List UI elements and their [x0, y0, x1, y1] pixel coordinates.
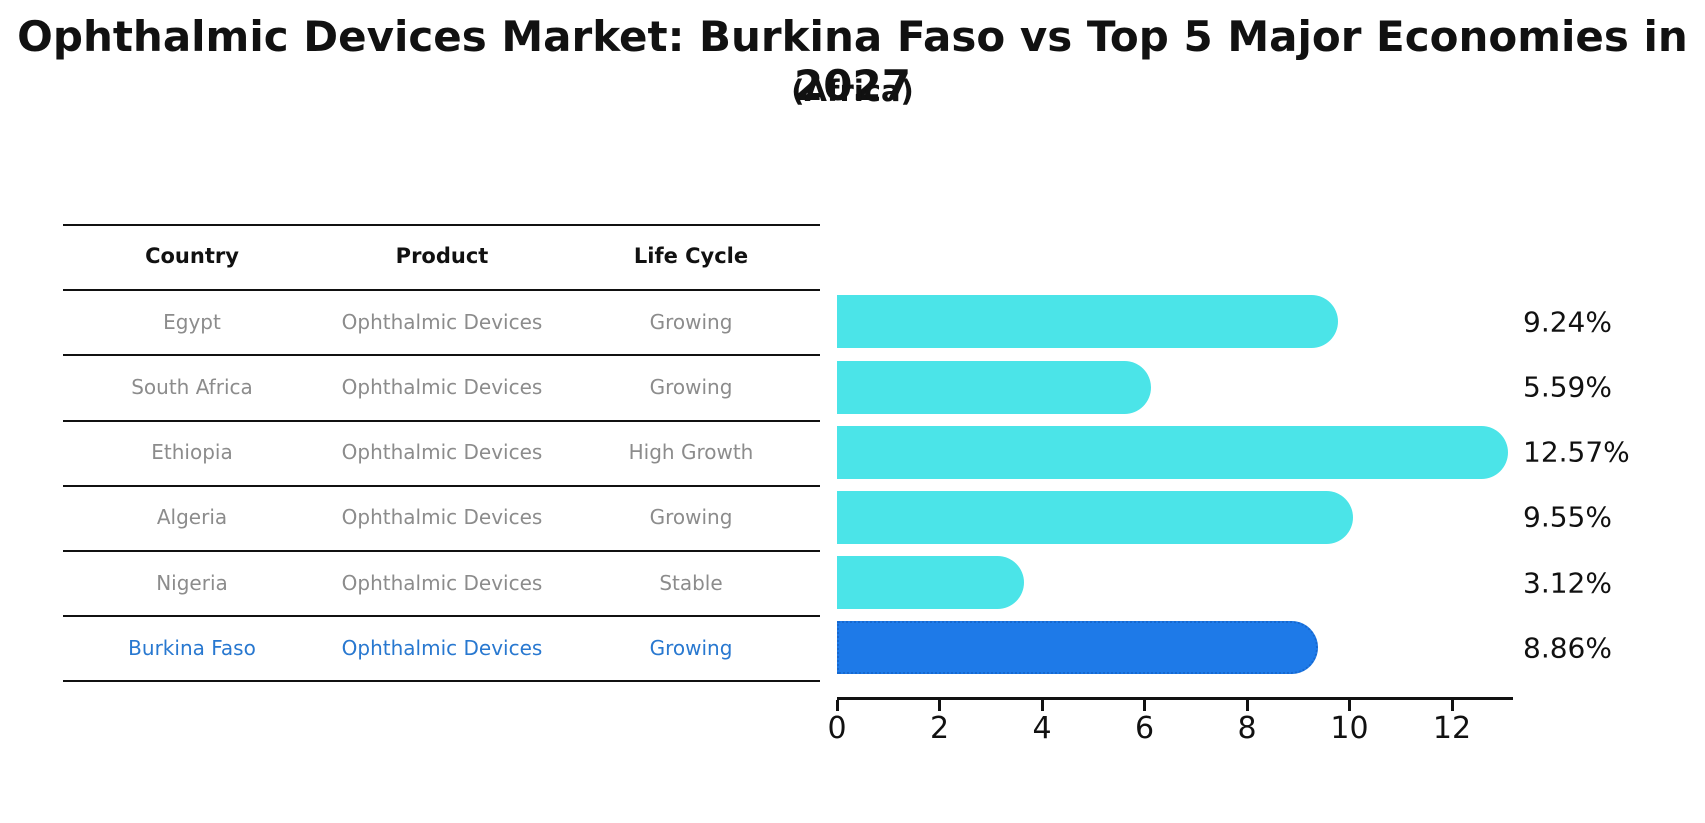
x-axis-tick-label: 4: [1032, 711, 1052, 746]
value-label: 3.12%: [1523, 566, 1612, 600]
x-axis-tick-label: 6: [1134, 711, 1155, 746]
table-rule: [63, 484, 820, 487]
table-rule: [63, 550, 820, 552]
bar-ethiopia: [837, 425, 1509, 479]
cell-product: Ophthalmic Devices: [341, 570, 543, 595]
x-axis-tick: [1245, 700, 1249, 711]
column-header-life-cycle: Life Cycle: [633, 244, 749, 268]
table-rule: [63, 354, 820, 357]
cell-product: Ophthalmic Devices: [341, 375, 543, 399]
cell-life-cycle: Stable: [659, 570, 723, 595]
chart-title: Ophthalmic Devices Market: Burkina Faso …: [17, 12, 1688, 110]
cell-country: South Africa: [131, 375, 253, 399]
x-axis-tick: [938, 700, 941, 711]
value-label: 9.24%: [1523, 305, 1612, 339]
table-rule: [63, 289, 820, 292]
cell-product: Ophthalmic Devices: [341, 309, 543, 334]
chart-subtitle: (Africa): [791, 74, 914, 108]
cell-country: Egypt: [163, 309, 221, 334]
cell-product: Ophthalmic Devices: [341, 505, 543, 530]
x-axis-tick-label: 8: [1237, 711, 1257, 746]
bar-south-africa: [837, 360, 1151, 414]
table-rule: [63, 680, 820, 683]
x-axis-tick-label: 10: [1330, 711, 1369, 746]
x-axis-spine: [837, 697, 1513, 700]
column-header-country: Country: [145, 244, 239, 268]
x-axis-tick-label: 12: [1432, 711, 1472, 746]
bar-highlight-burkina-faso: [837, 621, 1319, 675]
cell-life-cycle: Growing: [649, 635, 733, 660]
cell-country: Burkina Faso: [128, 635, 256, 660]
value-label: 8.86%: [1523, 631, 1612, 665]
bar-algeria: [837, 490, 1354, 544]
bar-egypt: [837, 295, 1338, 349]
bar-nigeria: [837, 556, 1024, 610]
table-rule: [63, 224, 820, 226]
x-axis-tick: [1450, 700, 1454, 711]
cell-product: Ophthalmic Devices: [341, 440, 543, 465]
table-rule: [63, 615, 820, 618]
value-label: 5.59%: [1523, 370, 1612, 404]
cell-country: Ethiopia: [151, 440, 233, 465]
value-label: 12.57%: [1523, 435, 1630, 469]
x-axis-tick: [1348, 700, 1351, 711]
cell-life-cycle: High Growth: [628, 440, 754, 465]
cell-life-cycle: Growing: [649, 505, 733, 530]
table-rule: [63, 419, 820, 422]
x-axis-tick: [1040, 700, 1044, 711]
value-label: 9.55%: [1523, 500, 1612, 534]
x-axis-tick-label: 0: [827, 711, 847, 746]
cell-product: Ophthalmic Devices: [341, 635, 543, 660]
x-axis-tick: [1143, 700, 1146, 711]
x-axis-tick: [835, 700, 839, 711]
cell-country: Algeria: [156, 505, 228, 530]
cell-country: Nigeria: [156, 570, 228, 595]
cell-life-cycle: Growing: [649, 309, 733, 334]
cell-life-cycle: Growing: [649, 375, 733, 399]
column-header-product: Product: [395, 244, 489, 268]
x-axis-tick-label: 2: [929, 711, 950, 746]
